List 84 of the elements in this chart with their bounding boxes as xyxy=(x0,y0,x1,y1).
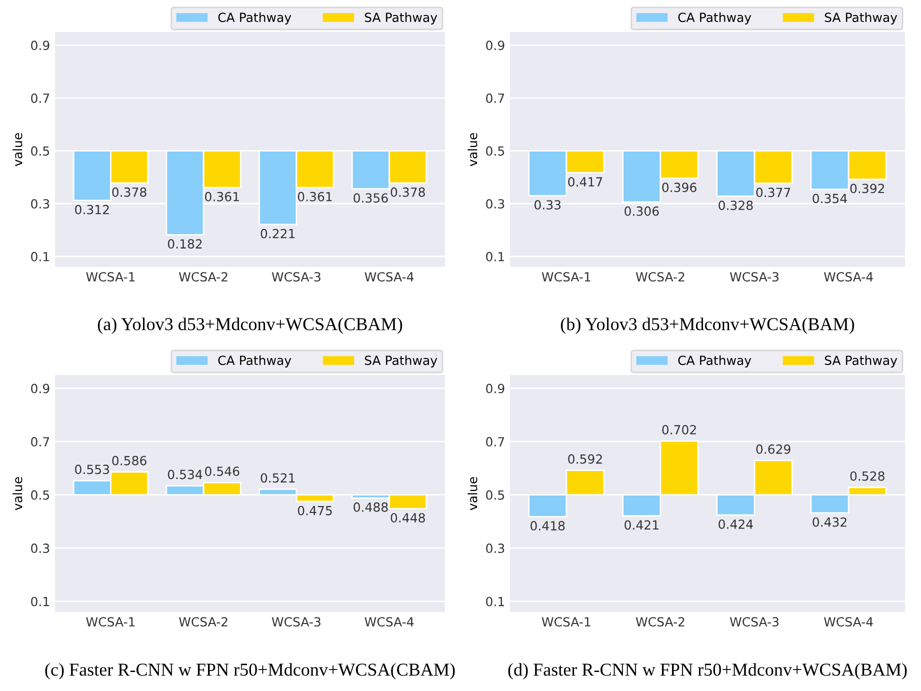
y-tick-label: 0.1 xyxy=(31,252,49,262)
y-tick-label: 0.7 xyxy=(486,93,504,103)
y-tick-label: 0.9 xyxy=(31,384,50,394)
x-tick-label: WCSA-2 xyxy=(636,617,684,627)
x-tick-label: WCSA-4 xyxy=(824,272,873,282)
data-label: 0.377 xyxy=(756,188,790,198)
data-label: 0.553 xyxy=(75,464,110,474)
legend-label: SA Pathway xyxy=(364,12,438,24)
y-tick-label: 0.3 xyxy=(486,544,504,554)
y-tick-label: 0.5 xyxy=(31,146,50,156)
y-tick-label: 0.7 xyxy=(31,437,50,446)
data-label: 0.521 xyxy=(260,473,295,483)
x-tick-label: WCSA-2 xyxy=(178,272,228,282)
x-tick-label: WCSA-3 xyxy=(730,272,779,282)
y-tick-label: 0.1 xyxy=(31,596,49,606)
data-label: 0.592 xyxy=(568,454,602,464)
data-label: 0.418 xyxy=(530,521,565,531)
x-tick-label: WCSA-3 xyxy=(272,272,320,282)
legend-label: CA Pathway xyxy=(218,355,292,368)
x-tick-label: WCSA-1 xyxy=(86,272,135,282)
legend-label: CA Pathway xyxy=(678,12,752,24)
y-tick-label: 0.9 xyxy=(486,384,504,394)
legend-label: CA Pathway xyxy=(678,355,752,368)
y-tick-label: 0.1 xyxy=(486,596,504,606)
legend-label: SA Pathway xyxy=(824,12,898,24)
data-label: 0.448 xyxy=(390,513,425,523)
y-tick-label: 0.5 xyxy=(486,146,504,156)
data-label: 0.421 xyxy=(624,520,658,530)
x-tick-label: WCSA-3 xyxy=(272,617,320,627)
x-tick-label: WCSA-3 xyxy=(730,617,779,627)
data-label: 0.629 xyxy=(756,444,790,454)
y-tick-label: 0.5 xyxy=(31,490,50,500)
data-label: 0.586 xyxy=(112,456,146,466)
y-tick-label: 0.9 xyxy=(31,40,50,50)
text: (c) Faster R-CNN w FPN r50+Mdconv+WCSA(CBAM) xyxy=(45,663,455,680)
y-axis-title: value xyxy=(12,477,22,510)
y-axis-title: value xyxy=(12,133,22,166)
data-label: 0.702 xyxy=(662,424,696,434)
y-axis-title: value xyxy=(468,477,478,510)
data-label: 0.378 xyxy=(112,187,146,197)
x-tick-label: WCSA-2 xyxy=(636,272,684,282)
legend-label: SA Pathway xyxy=(824,355,898,368)
x-tick-label: WCSA-4 xyxy=(364,617,414,627)
data-label: 0.33 xyxy=(534,200,561,210)
y-tick-label: 0.3 xyxy=(486,199,504,209)
data-label: 0.354 xyxy=(812,194,847,204)
y-tick-label: 0.5 xyxy=(486,490,504,500)
y-tick-label: 0.3 xyxy=(31,544,50,554)
data-label: 0.182 xyxy=(168,239,202,249)
legend-label: SA Pathway xyxy=(364,355,438,368)
x-tick-label: WCSA-1 xyxy=(542,272,590,282)
text: (d) Faster R-CNN w FPN r50+Mdconv+WCSA(BAM) xyxy=(508,663,907,680)
text: (b) Yolov3 d53+Mdconv+WCSA(BAM) xyxy=(560,318,854,334)
data-label: 0.378 xyxy=(390,187,425,197)
data-label: 0.417 xyxy=(568,177,602,187)
y-tick-label: 0.9 xyxy=(486,40,504,50)
data-label: 0.361 xyxy=(298,192,332,202)
data-label: 0.396 xyxy=(662,182,696,192)
data-label: 0.361 xyxy=(205,192,239,202)
y-tick-label: 0.1 xyxy=(486,252,504,262)
y-tick-label: 0.7 xyxy=(486,437,504,446)
data-label: 0.328 xyxy=(718,200,753,210)
data-label: 0.534 xyxy=(168,470,202,480)
data-label: 0.488 xyxy=(354,502,388,512)
y-axis-title: value xyxy=(468,133,478,166)
data-label: 0.528 xyxy=(850,471,884,481)
x-tick-label: WCSA-4 xyxy=(364,272,414,282)
x-tick-label: WCSA-1 xyxy=(86,617,135,627)
y-tick-label: 0.7 xyxy=(31,93,50,103)
text: (a) Yolov3 d53+Mdconv+WCSA(CBAM) xyxy=(98,318,402,334)
data-label: 0.424 xyxy=(718,519,753,529)
data-label: 0.221 xyxy=(260,228,295,238)
data-label: 0.306 xyxy=(624,206,659,216)
data-label: 0.475 xyxy=(298,506,332,516)
y-tick-label: 0.3 xyxy=(31,199,50,209)
x-tick-label: WCSA-1 xyxy=(542,617,590,627)
data-label: 0.356 xyxy=(354,193,388,203)
legend-label: CA Pathway xyxy=(218,12,292,24)
data-label: 0.546 xyxy=(205,466,240,476)
x-tick-label: WCSA-4 xyxy=(824,617,873,627)
data-label: 0.392 xyxy=(850,184,884,194)
data-label: 0.432 xyxy=(812,517,846,527)
x-tick-label: WCSA-2 xyxy=(178,617,228,627)
data-label: 0.312 xyxy=(75,204,109,214)
